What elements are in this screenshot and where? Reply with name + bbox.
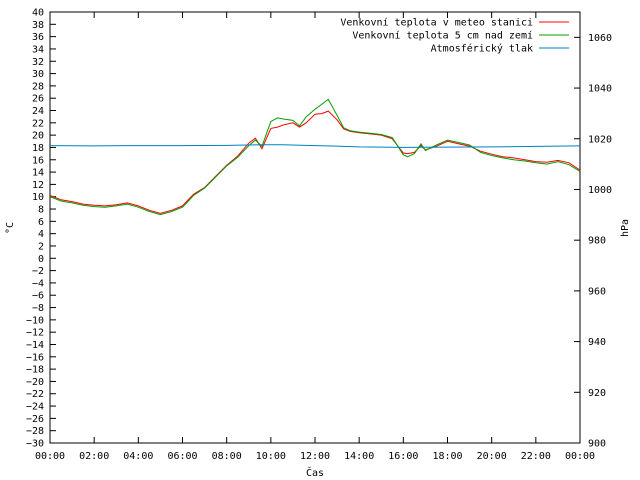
y2-tick-label: 1000 [588,185,612,196]
y-tick-label: −2 [32,266,44,277]
x-tick-label: 08:00 [212,451,242,462]
y-tick-label: 12 [32,180,44,191]
x-tick-label: 02:00 [79,451,109,462]
y2-tick-label: 920 [588,388,606,399]
y-tick-label: 26 [32,94,44,105]
series-layer [49,98,581,216]
x-tick-label: 00:00 [565,451,595,462]
y-tick-label: 22 [32,118,44,129]
x-tick-label: 04:00 [123,451,153,462]
series-line-3 [49,144,581,148]
x-tick-label: 10:00 [256,451,286,462]
x-tick-label: 00:00 [35,451,65,462]
y-tick-label: 34 [32,44,44,55]
legend-label: Venkovní teplota 5 cm nad zemí [352,30,533,42]
y-tick-label: 28 [32,81,44,92]
y-tick-label: −30 [26,439,44,450]
y-tick-label: −14 [26,340,44,351]
y-tick-label: −18 [26,365,44,376]
x-tick-label: 06:00 [167,451,197,462]
y-tick-label: −22 [26,389,44,400]
y-tick-label: −16 [26,352,44,363]
y-axis-left: −30−28−26−24−22−20−18−16−14−12−10−8−6−4−… [26,8,56,450]
y-axis-title: °C [5,222,16,234]
y-tick-label: 38 [32,20,44,31]
y-tick-label: 32 [32,57,44,68]
y-tick-label: 40 [32,8,44,19]
y-tick-label: 16 [32,155,44,166]
y2-tick-label: 1020 [588,134,612,145]
y-tick-label: −24 [26,402,44,413]
y-tick-label: 14 [32,168,44,179]
y-tick-label: 6 [38,217,44,228]
x-axis-title: Čas [306,466,324,479]
y-tick-label: 18 [32,143,44,154]
y2-tick-label: 940 [588,337,606,348]
y-tick-label: 24 [32,106,44,117]
y-tick-label: 10 [32,192,44,203]
series-line-1 [49,110,581,214]
y2-tick-label: 1040 [588,84,612,95]
y2-tick-label: 980 [588,236,606,247]
x-tick-label: 20:00 [477,451,507,462]
y-tick-label: 4 [38,229,44,240]
y-tick-label: −10 [26,315,44,326]
y2-axis-title: hPa [620,219,631,237]
y-tick-label: 0 [38,254,44,265]
y-tick-label: 8 [38,205,44,216]
y2-tick-label: 1060 [588,33,612,44]
y-axis-right: 900 920 940 960 980 1000 1020 1040 1060 [574,33,612,450]
y-tick-label: −20 [26,377,44,388]
x-tick-label: 14:00 [344,451,374,462]
y-tick-label: 2 [38,241,44,252]
series-line-2 [49,98,581,216]
y2-tick-label: 900 [588,439,606,450]
x-tick-label: 18:00 [432,451,462,462]
y-tick-label: −6 [32,291,44,302]
y-tick-label: 30 [32,69,44,80]
y2-tick-label: 960 [588,286,606,297]
plot-frame [49,11,581,444]
y-tick-label: 36 [32,32,44,43]
y-tick-label: −4 [32,278,44,289]
legend: Venkovní teplota v meteo staniciVenkovní… [340,17,569,55]
legend-label: Atmosférický tlak [431,43,533,55]
x-axis: 00:00 02:00 04:00 06:00 08:00 10:00 12:00 14:00… [35,12,595,462]
y-tick-label: −26 [26,414,44,425]
x-tick-label: 16:00 [388,451,418,462]
x-tick-label: 12:00 [300,451,330,462]
y-tick-label: −12 [26,328,44,339]
y-tick-label: −28 [26,426,44,437]
x-tick-label: 22:00 [521,451,551,462]
y-tick-label: −8 [32,303,44,314]
legend-label: Venkovní teplota v meteo stanici [340,17,533,29]
y-tick-label: 20 [32,131,44,142]
